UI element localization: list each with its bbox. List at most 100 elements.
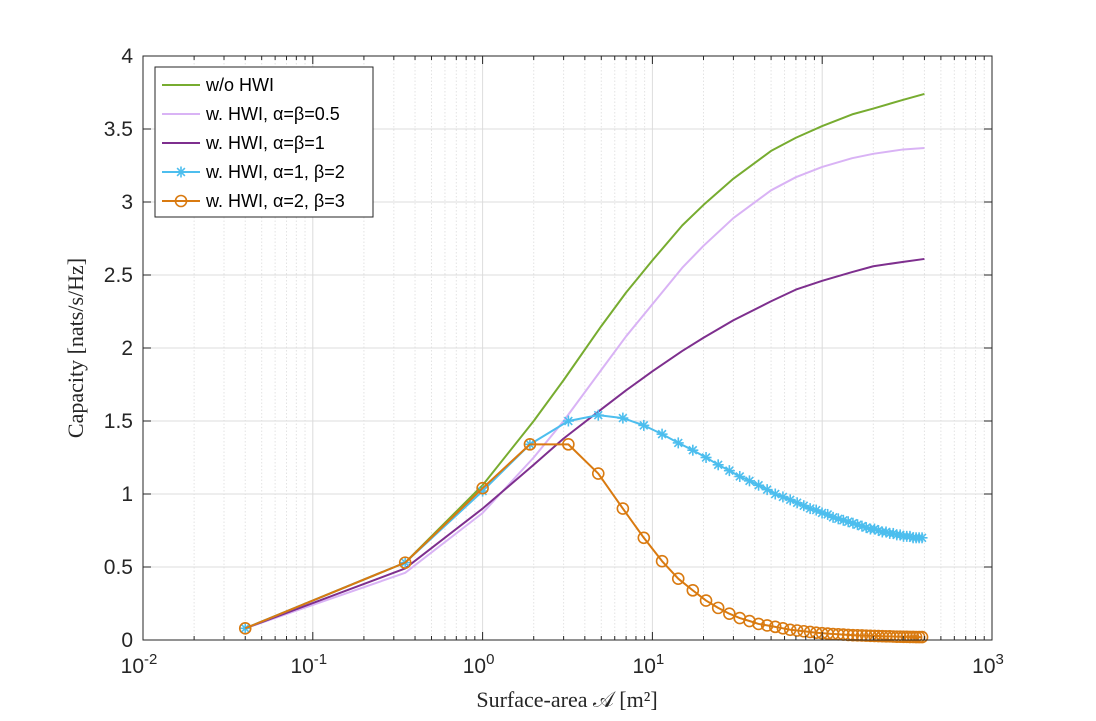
asterisk-marker (761, 484, 773, 496)
asterisk-marker (638, 419, 650, 431)
circle-marker (760, 619, 774, 632)
circle-marker (752, 617, 765, 631)
x-axis-label: Surface-area 𝒜 [m²] (476, 687, 657, 712)
asterisk-stroke (639, 420, 649, 430)
series-4 (239, 409, 928, 634)
asterisk-stroke (762, 485, 772, 495)
asterisk-stroke (724, 466, 734, 476)
circle-marker (903, 630, 917, 644)
circle-marker (398, 556, 412, 569)
circle-marker (803, 625, 817, 639)
asterisk-stroke (240, 623, 250, 633)
asterisk-marker (712, 459, 724, 471)
circle-marker (174, 194, 188, 208)
y-tick-label: 3 (121, 191, 133, 214)
circle-marker (797, 624, 811, 638)
tick-labels: 10-2 10-1 100 101 102 103 0 0.5 1 1.5 2 2.5 3 3.5 4 (104, 45, 1004, 678)
circle-marker (637, 531, 651, 545)
x-tick-label: 10-2 (121, 651, 158, 678)
asterisk-stroke (745, 476, 754, 486)
asterisk-marker (723, 465, 735, 477)
asterisk-stroke (688, 445, 698, 455)
circle-marker (790, 624, 804, 637)
y-tick-label: 2.5 (104, 264, 133, 287)
asterisk-stroke (888, 528, 898, 538)
circle-marker (846, 628, 860, 642)
asterisk-marker (175, 166, 187, 178)
asterisk-stroke (870, 524, 879, 534)
asterisk-stroke (848, 518, 858, 528)
y-tick-label: 1.5 (104, 410, 133, 433)
circle-marker (591, 467, 605, 480)
series-1 (244, 92, 925, 630)
asterisk-stroke (792, 498, 802, 508)
circle-marker (851, 629, 864, 642)
asterisk-marker (743, 475, 755, 487)
circle-marker (562, 438, 575, 451)
y-tick-label: 1 (121, 483, 133, 506)
legend-entry-4: w. HWI, α=1, β=2 (162, 162, 345, 182)
asterisk-stroke (618, 413, 628, 423)
asterisk-stroke (823, 509, 833, 519)
x-tick-label: 100 (463, 651, 495, 678)
asterisk-marker (810, 504, 822, 516)
series-line (244, 146, 925, 630)
asterisk-marker (753, 479, 765, 491)
asterisk-stroke (673, 438, 683, 448)
circle-marker (671, 572, 685, 585)
asterisk-marker (687, 444, 699, 456)
circle-marker (855, 629, 869, 642)
series-line (244, 257, 925, 630)
y-tick-label: 2 (121, 337, 133, 360)
x-tick-label: 103 (972, 651, 1004, 678)
legend-label: w. HWI, α=β=0.5 (205, 104, 340, 124)
asterisk-stroke (593, 410, 603, 420)
asterisk-marker (617, 412, 629, 424)
series-3 (244, 257, 925, 630)
circle-marker (768, 620, 782, 634)
asterisk-marker (916, 532, 928, 544)
asterisk-stroke (838, 515, 848, 525)
circle-marker (616, 502, 630, 515)
asterisk-stroke (917, 533, 927, 543)
asterisk-stroke (828, 512, 838, 522)
circle-marker (864, 629, 877, 643)
legend-entry-2: w. HWI, α=β=0.5 (162, 104, 340, 124)
circle-marker (915, 630, 929, 644)
circle-marker (723, 607, 736, 621)
asterisk-marker (700, 452, 712, 463)
circle-marker (859, 629, 873, 642)
asterisk-marker (656, 428, 668, 440)
y-tick-label: 4 (121, 45, 133, 68)
asterisk-marker (562, 415, 574, 427)
circle-marker (897, 630, 910, 644)
circle-marker (711, 601, 725, 615)
circle-marker (890, 630, 904, 643)
asterisk-stroke (853, 520, 862, 530)
y-tick-label: 3.5 (104, 118, 133, 141)
asterisk-stroke (811, 505, 821, 515)
legend-label: w. HWI, α=2, β=3 (205, 191, 345, 211)
asterisk-stroke (735, 472, 745, 481)
asterisk-marker (672, 437, 684, 449)
asterisk-stroke (754, 480, 764, 490)
legend-entry-1: w/o HWI (162, 75, 274, 95)
asterisk-marker (734, 470, 746, 482)
circle-marker (238, 622, 252, 635)
asterisk-stroke (861, 523, 871, 533)
asterisk-stroke (843, 517, 853, 527)
asterisk-stroke (701, 453, 711, 462)
legend-label: w. HWI, α=1, β=2 (205, 162, 345, 182)
circle-marker (655, 554, 669, 568)
circle-marker (686, 584, 700, 597)
legend-label: w/o HWI (205, 75, 274, 95)
legend-entry-5: w. HWI, α=2, β=3 (162, 191, 345, 211)
circle-marker (893, 630, 907, 643)
asterisk-stroke (873, 526, 883, 535)
circle-marker (699, 594, 713, 607)
x-tick-label: 102 (802, 651, 834, 678)
asterisk-stroke (176, 167, 186, 177)
ticks-layer (142, 55, 993, 641)
x-tick-label: 101 (633, 651, 665, 678)
